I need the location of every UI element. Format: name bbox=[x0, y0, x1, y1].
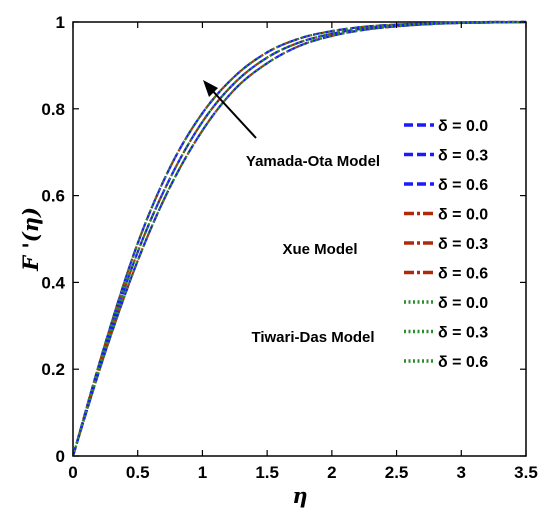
legend-label: δ = 0.0 bbox=[438, 295, 488, 312]
x-tick-label: 1.5 bbox=[255, 463, 279, 482]
curves-layer bbox=[71, 20, 527, 457]
y-tick-label: 0.4 bbox=[41, 273, 65, 292]
legend-label: δ = 0.3 bbox=[438, 236, 488, 253]
y-tick-label: 0.6 bbox=[41, 187, 65, 206]
arrow-head bbox=[203, 80, 218, 97]
x-tick-label: 2.5 bbox=[385, 463, 409, 482]
y-tick-label: 0 bbox=[56, 447, 65, 466]
x-tick-label: 1 bbox=[198, 463, 207, 482]
series-line-tiwari-das-model-7 bbox=[71, 20, 527, 457]
legend-group-label: Yamada-Ota Model bbox=[246, 153, 380, 170]
x-axis-title: η bbox=[292, 483, 307, 508]
arrow-shaft bbox=[209, 87, 257, 139]
x-tick-label: 0.5 bbox=[126, 463, 150, 482]
delta-increase-arrow bbox=[203, 80, 257, 139]
legend-label: δ = 0.0 bbox=[438, 118, 488, 135]
plot-frame bbox=[72, 21, 527, 457]
y-tick-label: 0.2 bbox=[41, 360, 65, 379]
legend-label: δ = 0.6 bbox=[438, 177, 488, 194]
legend-label: δ = 0.3 bbox=[438, 148, 488, 165]
legend-label: δ = 0.3 bbox=[438, 325, 488, 342]
y-tick-label: 0.8 bbox=[41, 100, 65, 119]
x-tick-label: 2 bbox=[327, 463, 336, 482]
x-tick-label: 3.5 bbox=[514, 463, 538, 482]
x-tick-label: 0 bbox=[68, 463, 77, 482]
legend-label: δ = 0.6 bbox=[438, 354, 488, 371]
legend-group-label: Xue Model bbox=[282, 241, 357, 258]
legend-label: δ = 0.6 bbox=[438, 266, 488, 283]
y-axis-title: F '(η) bbox=[18, 207, 43, 272]
legend-group-label: Tiwari-Das Model bbox=[251, 329, 374, 346]
axis-ticks: 0 0.5 1 1.5 2 2.5 3 3.5 0 0.2 0.4 0.6 0.8 1 bbox=[41, 13, 537, 482]
legend-label: δ = 0.0 bbox=[438, 207, 488, 224]
y-tick-label: 1 bbox=[56, 13, 65, 32]
legend: δ = 0.0 δ = 0.3 δ = 0.6 δ = 0.0 δ = 0.3 δ = 0… bbox=[246, 118, 488, 371]
x-tick-label: 3 bbox=[457, 463, 466, 482]
